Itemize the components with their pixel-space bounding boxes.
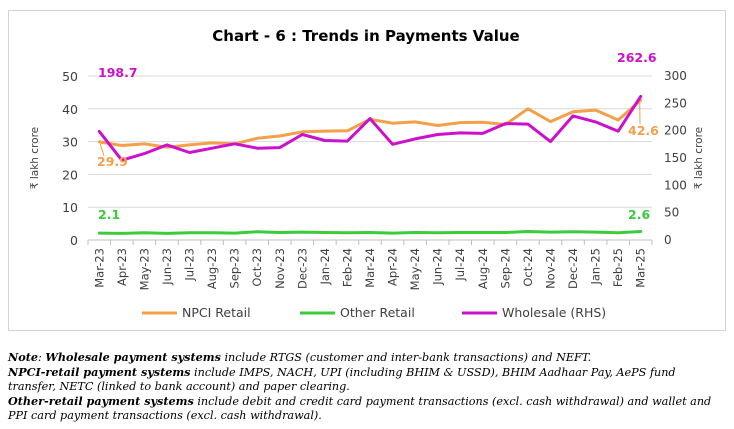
x-tick-label: Feb-25 [611, 248, 625, 287]
x-tick-label: Jul-23 [183, 248, 197, 282]
x-tick-label: May-23 [137, 248, 151, 290]
x-tick-label: Mar-25 [634, 248, 648, 288]
x-tick-label: Sep-23 [228, 248, 242, 288]
x-tick-label: Oct-24 [521, 248, 535, 287]
y-left-tick-label: 20 [62, 167, 78, 182]
x-tick-label: Aug-24 [476, 248, 490, 289]
chart-title: Chart - 6 : Trends in Payments Value [212, 27, 519, 45]
note-lead: Note [8, 350, 38, 364]
legend-label: NPCI Retail [182, 305, 251, 320]
other-text: include debit and credit card payment tr… [8, 395, 712, 422]
data-label: 198.7 [98, 65, 138, 80]
note-colon: : [37, 351, 46, 364]
y-left-tick-label: 0 [70, 233, 78, 248]
data-label: 42.6 [628, 123, 659, 138]
wholesale-term: Wholesale payment systems [45, 350, 221, 364]
x-tick-label: Dec-23 [295, 248, 309, 289]
series-line-other-retail [97, 230, 643, 235]
note-wholesale: Note: Wholesale payment systems include … [8, 350, 726, 365]
x-tick-label: Nov-23 [273, 248, 287, 289]
leader-line [99, 143, 105, 157]
x-tick-label: May-24 [408, 248, 422, 290]
x-tick-label: Jul-24 [453, 248, 467, 282]
payments-value-chart: Chart - 6 : Trends in Payments Value 0 10 2… [29, 27, 705, 320]
x-tick-label: Mar-23 [92, 248, 106, 288]
y-left-tick-label: 30 [62, 135, 78, 150]
npci-term: NPCI-retail payment systems [8, 365, 191, 379]
y-right-tick-label: 250 [664, 96, 687, 110]
x-tick-label: Feb-24 [340, 248, 354, 287]
chart-notes: Note: Wholesale payment systems include … [8, 350, 726, 423]
x-tick-label: Nov-24 [543, 248, 557, 289]
y-right-axis-title: ₹ lakh crore [693, 127, 705, 189]
legend-label: Other Retail [340, 305, 415, 320]
x-tick-label: Oct-23 [250, 248, 264, 287]
y-left-tick-label: 50 [62, 69, 78, 84]
note-npci: NPCI-retail payment systems include IMPS… [8, 365, 726, 394]
x-tick-label: Apr-23 [115, 248, 129, 286]
data-label: 2.6 [628, 207, 650, 222]
other-term: Other-retail payment systems [8, 394, 194, 408]
y-right-tick-label: 200 [664, 124, 687, 138]
y-right-tick-label: 150 [664, 151, 687, 165]
x-tick-label: Aug-23 [205, 248, 219, 289]
series-line-npci-retail [97, 98, 643, 149]
x-tick-label: Dec-24 [566, 248, 580, 289]
y-right-tick-label: 100 [664, 178, 687, 192]
wholesale-text: include RTGS (customer and inter-bank tr… [220, 351, 592, 364]
y-right-tick-label: 50 [664, 206, 679, 220]
y-right-tick-label: 0 [664, 233, 672, 247]
y-right-tick-label: 300 [664, 69, 687, 83]
x-tick-label: Mar-24 [363, 248, 377, 288]
y-left-tick-label: 40 [62, 102, 78, 117]
x-tick-label: Apr-24 [386, 248, 400, 286]
npci-text: include IMPS, NACH, UPI (including BHIM … [8, 366, 676, 393]
series-line-wholesale-rhs [97, 94, 643, 162]
x-tick-label: Jun-23 [160, 248, 174, 286]
y-left-axis-title: ₹ lakh crore [29, 127, 41, 189]
x-tick-label: Jun-24 [431, 248, 445, 286]
y-left-tick-label: 10 [62, 200, 78, 215]
x-tick-label: Jan-24 [318, 248, 332, 286]
data-label: 2.1 [98, 207, 120, 222]
x-tick-label: Jan-25 [589, 248, 603, 286]
chart-frame [8, 10, 726, 331]
data-label: 262.6 [617, 50, 657, 65]
data-label: 29.9 [97, 154, 128, 169]
legend-label: Wholesale (RHS) [502, 305, 606, 320]
x-tick-label: Sep-24 [498, 248, 512, 288]
note-other: Other-retail payment systems include deb… [8, 394, 726, 423]
